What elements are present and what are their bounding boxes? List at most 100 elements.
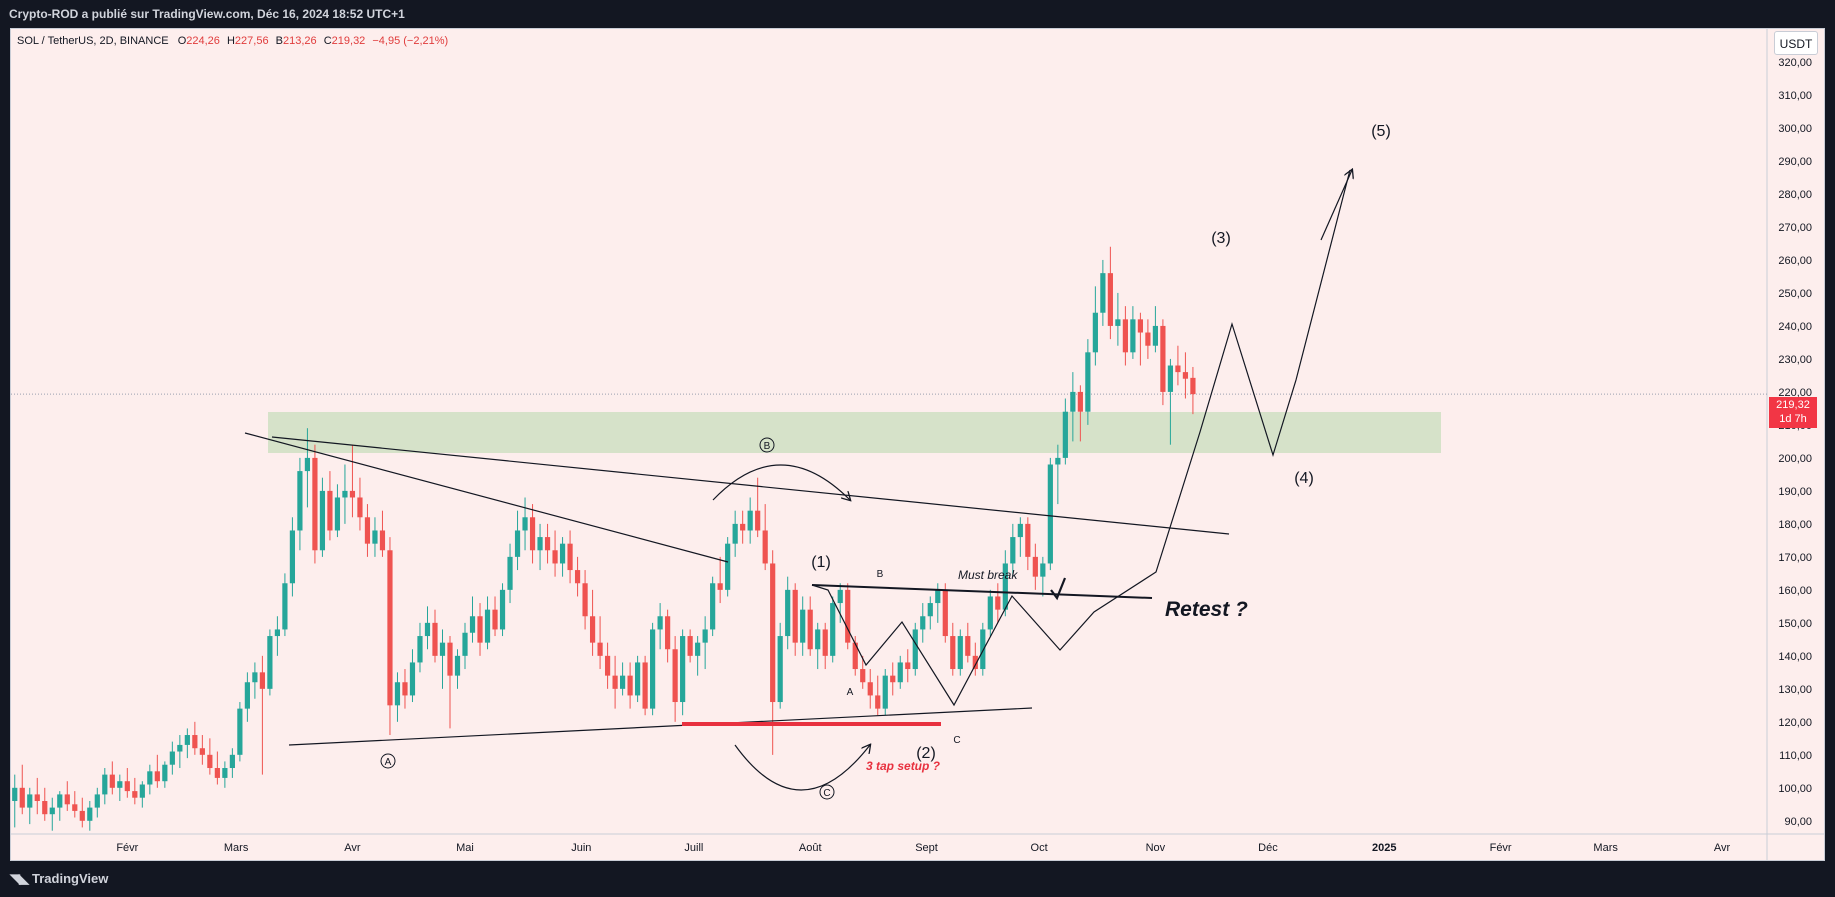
- candle-body: [109, 774, 115, 788]
- candle: [1062, 398, 1068, 465]
- candle: [312, 444, 318, 564]
- low-value: 213,26: [282, 35, 317, 47]
- candle-body: [1145, 332, 1151, 346]
- tradingview-logo[interactable]: ◥◣ TradingView: [10, 871, 108, 887]
- price-tick-label: 130,00: [1778, 684, 1812, 696]
- candle: [589, 589, 596, 656]
- descending-trendline-long: [271, 436, 1230, 535]
- candle: [559, 537, 566, 577]
- price-tick-label: 270,00: [1778, 222, 1812, 234]
- candle: [334, 484, 341, 538]
- candle: [1145, 319, 1151, 359]
- candle: [612, 655, 618, 709]
- candle: [972, 642, 978, 676]
- candle: [409, 649, 416, 703]
- candle: [717, 556, 723, 604]
- candle-body: [860, 669, 866, 683]
- candle-body: [770, 563, 776, 703]
- candle: [957, 629, 963, 676]
- candle-body: [582, 583, 588, 617]
- candle: [927, 596, 933, 630]
- candle: [755, 477, 761, 538]
- candle-body: [672, 649, 678, 703]
- three-tap-label: 3 tap setup ?: [866, 759, 941, 773]
- candle: [19, 764, 25, 815]
- candle: [890, 662, 896, 696]
- open-value: 224,26: [186, 35, 220, 47]
- candle: [12, 774, 18, 828]
- candle: [867, 669, 873, 709]
- candle-body: [57, 794, 63, 808]
- circle-b-ring: [759, 437, 775, 453]
- candle: [462, 622, 468, 670]
- time-tick-label: Oct: [1031, 842, 1048, 854]
- time-tick-label: Sept: [915, 842, 938, 854]
- candle: [1092, 286, 1098, 366]
- candle-body: [1077, 391, 1083, 412]
- candle: [657, 603, 663, 650]
- time-tick-label: Mars: [224, 842, 249, 854]
- candle: [695, 636, 701, 676]
- candle: [514, 510, 521, 571]
- candle: [132, 777, 138, 805]
- candle: [199, 735, 205, 765]
- last-price-value: 219,32: [1776, 399, 1810, 411]
- time-tick-label: Avr: [344, 842, 361, 854]
- candle: [702, 616, 708, 670]
- drawings: [244, 170, 1352, 791]
- candle-body: [935, 589, 941, 604]
- currency-unit-button[interactable]: USDT: [1774, 31, 1818, 55]
- candle-body: [87, 807, 93, 821]
- candle-body: [830, 603, 836, 656]
- candle-body: [635, 662, 641, 696]
- candle-body: [890, 675, 896, 683]
- candle-body: [604, 655, 611, 676]
- price-tick-label: 120,00: [1778, 717, 1812, 729]
- candle-body: [965, 636, 971, 656]
- candle-body: [522, 517, 528, 531]
- candle-body: [1047, 464, 1053, 564]
- candle-body: [732, 523, 738, 544]
- candle: [162, 761, 168, 788]
- time-tick-label: Mars: [1593, 842, 1618, 854]
- candle: [965, 622, 971, 663]
- candle-body: [544, 537, 551, 551]
- candle: [604, 642, 611, 689]
- price-tick-label: 310,00: [1778, 90, 1812, 102]
- candle: [304, 428, 311, 508]
- candle: [394, 672, 401, 722]
- candle-body: [237, 708, 243, 755]
- low-label: B: [275, 35, 283, 47]
- time-tick-label: Févr: [1490, 842, 1512, 854]
- wave3-label: (3): [1211, 230, 1231, 247]
- candle-body: [777, 636, 783, 703]
- candle: [537, 523, 543, 571]
- candle-body: [845, 589, 851, 643]
- candle-body: [589, 616, 596, 643]
- candle: [1167, 358, 1174, 445]
- candle-body: [499, 589, 506, 630]
- candle-body: [942, 589, 948, 637]
- candle-body: [612, 675, 618, 689]
- candle-body: [1017, 523, 1023, 538]
- close-value: 219,32: [331, 35, 366, 47]
- candle: [184, 728, 190, 759]
- candle-body: [27, 794, 33, 808]
- candle: [1032, 543, 1038, 590]
- candle: [800, 596, 806, 656]
- candle-body: [1100, 273, 1106, 313]
- candle: [177, 735, 183, 769]
- candle-body: [207, 754, 213, 769]
- symbol-legend[interactable]: SOL / TetherUS, 2D, BINANCE O224,26 H227…: [17, 35, 448, 47]
- candle: [912, 622, 918, 676]
- candle: [987, 589, 993, 637]
- candle: [27, 787, 33, 825]
- candle: [710, 576, 716, 637]
- time-tick-label: 2025: [1372, 842, 1396, 854]
- last-price-tag: 219,32 1d 7h: [1769, 397, 1817, 428]
- candle-body: [424, 622, 431, 637]
- candle-body: [34, 794, 40, 802]
- candle: [469, 596, 476, 643]
- price-tick-label: 180,00: [1778, 519, 1812, 531]
